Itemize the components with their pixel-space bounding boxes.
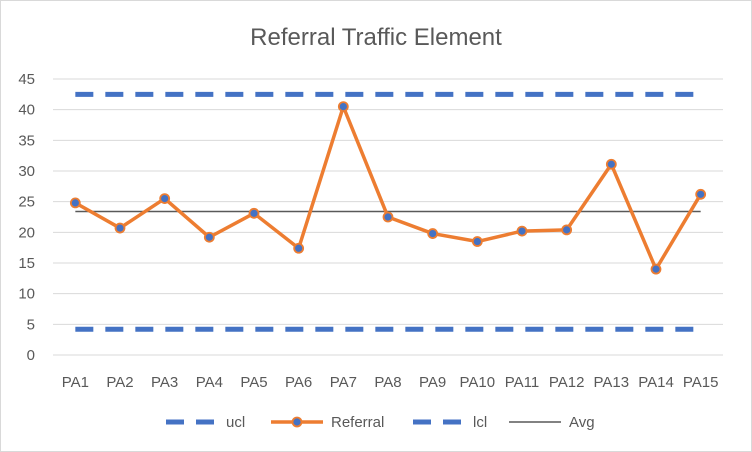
- y-tick-label: 15: [18, 255, 35, 272]
- x-tick-label: PA5: [240, 374, 267, 391]
- x-tick-label: PA3: [151, 374, 178, 391]
- x-tick-label: PA14: [638, 374, 674, 391]
- y-tick-label: 25: [18, 194, 35, 211]
- x-tick-label: PA10: [460, 374, 496, 391]
- y-tick-label: 30: [18, 163, 35, 180]
- chart-title: Referral Traffic Element: [250, 24, 502, 51]
- x-tick-label: PA1: [62, 374, 89, 391]
- series-referral-point: [114, 222, 126, 234]
- x-tick-label: PA11: [505, 374, 539, 391]
- series-referral-line: [74, 104, 703, 271]
- y-axis-ticks: 0 5 10 15 20 25 30 35 40 45: [18, 71, 35, 364]
- series-referral-point: [248, 207, 260, 219]
- x-tick-label: PA8: [374, 374, 401, 391]
- x-axis-ticks: PA1 PA2 PA3 PA4 PA5 PA6 PA7 PA8 PA9 PA10 PA11 PA12 P…: [62, 374, 719, 391]
- x-tick-label: PA9: [419, 374, 446, 391]
- series-referral-point: [69, 197, 81, 209]
- series-referral-point: [382, 211, 394, 223]
- y-tick-label: 0: [27, 347, 35, 364]
- legend: ucl Referral lcl Avg: [166, 414, 595, 431]
- x-tick-label: PA15: [683, 374, 719, 391]
- series-referral-point: [605, 158, 617, 170]
- series-referral-point: [203, 231, 215, 243]
- y-tick-label: 10: [18, 286, 35, 303]
- series-referral-point: [427, 228, 439, 239]
- y-tick-label: 45: [18, 71, 35, 88]
- x-tick-label: PA2: [106, 374, 133, 391]
- legend-lcl-label: lcl: [473, 414, 487, 431]
- y-tick-label: 35: [18, 132, 35, 149]
- series-referral-point: [337, 101, 349, 112]
- series-referral-point: [561, 224, 573, 236]
- legend-avg-label: Avg: [569, 414, 595, 431]
- legend-referral-label: Referral: [331, 414, 384, 431]
- x-tick-label: PA6: [285, 374, 312, 391]
- series-referral-point: [650, 263, 662, 275]
- legend-ucl-label: ucl: [226, 414, 245, 431]
- series-referral-point: [293, 242, 305, 254]
- y-tick-label: 20: [18, 224, 35, 241]
- series-referral-point: [695, 188, 707, 200]
- legend-referral-marker: [291, 416, 303, 428]
- series-referral-point: [516, 225, 528, 237]
- x-tick-label: PA7: [330, 374, 357, 391]
- series-referral-point: [471, 236, 483, 247]
- y-tick-label: 5: [27, 316, 35, 333]
- y-tick-label: 40: [18, 102, 35, 119]
- x-tick-label: PA4: [196, 374, 223, 391]
- series-referral-point: [159, 193, 171, 205]
- x-tick-label: PA13: [594, 374, 630, 391]
- series-layer: [69, 91, 707, 332]
- x-tick-label: PA12: [549, 374, 585, 391]
